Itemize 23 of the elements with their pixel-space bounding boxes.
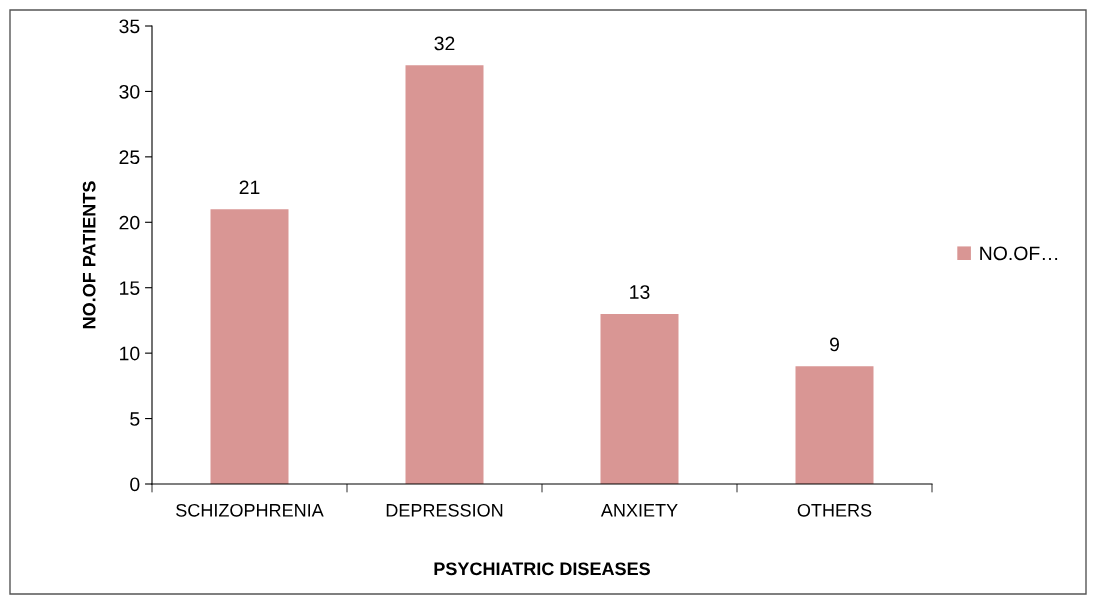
- x-tick-label: SCHIZOPHRENIA: [176, 503, 324, 517]
- y-tick-label: 35: [119, 19, 140, 34]
- bar: [600, 313, 679, 484]
- x-tick-label: OTHERS: [797, 503, 872, 517]
- bar: [795, 366, 874, 484]
- data-label: 32: [434, 36, 455, 51]
- y-axis-title: NO.OF PATIENTS: [82, 181, 96, 329]
- x-axis-title: PSYCHIATRIC DISEASES: [434, 562, 650, 576]
- x-tick-label: ANXIETY: [600, 504, 678, 517]
- data-label: 21: [239, 180, 260, 195]
- data-label: 13: [630, 285, 650, 299]
- y-tick-label: 20: [119, 215, 140, 230]
- y-tick-label: 0: [130, 477, 140, 492]
- data-label: 9: [830, 337, 839, 352]
- y-tick-label: 10: [120, 346, 140, 361]
- legend-label: NO.OF…: [980, 246, 1058, 261]
- x-tick-label: DEPRESSION: [386, 503, 503, 517]
- bar: [210, 209, 289, 484]
- y-tick-label: 25: [119, 150, 140, 165]
- y-tick-label: 5: [130, 412, 140, 426]
- y-tick-label: 15: [120, 281, 140, 295]
- y-tick-label: 30: [119, 84, 140, 99]
- bar: [405, 65, 484, 484]
